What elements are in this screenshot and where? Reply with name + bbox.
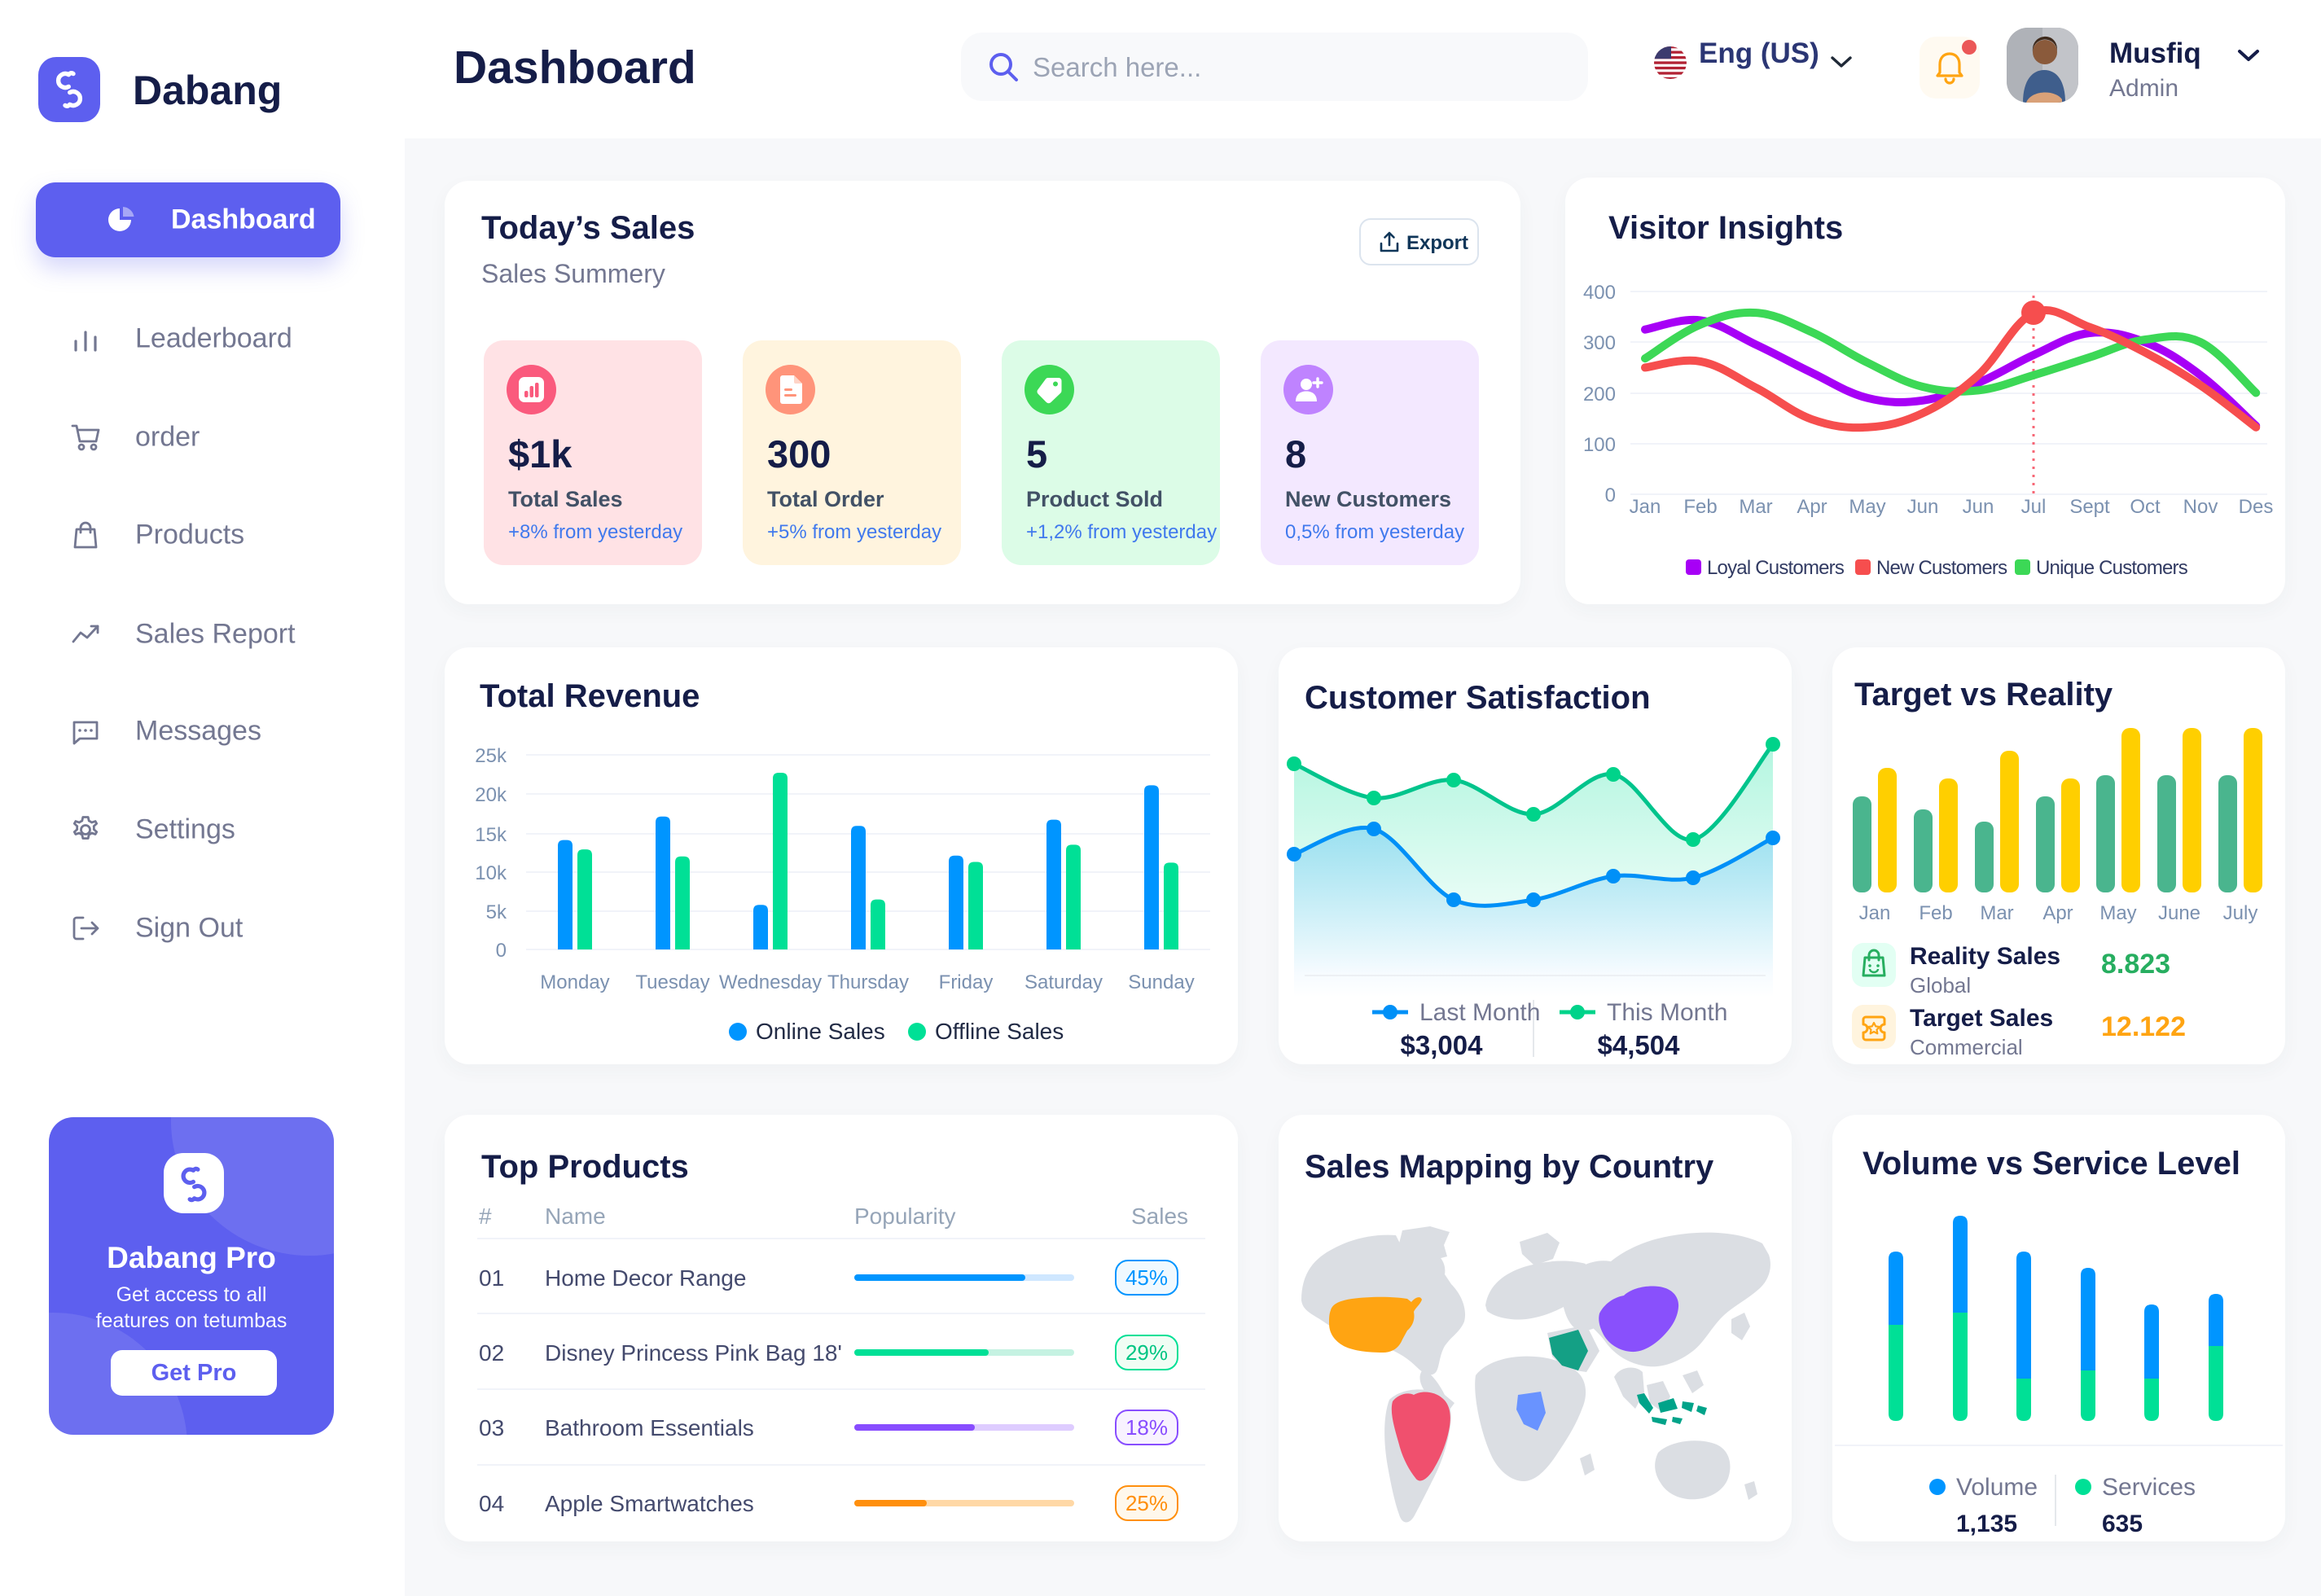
svg-text:#: # (479, 1204, 492, 1229)
svg-text:Loyal Customers: Loyal Customers (1707, 557, 1845, 579)
svg-text:03: 03 (479, 1415, 504, 1440)
svg-text:Offline Sales: Offline Sales (935, 1019, 1064, 1044)
svg-text:May: May (2099, 902, 2136, 924)
svg-text:$4,504: $4,504 (1598, 1030, 1681, 1060)
svg-text:Global: Global (1910, 973, 1971, 998)
svg-text:Apple Smartwatches: Apple Smartwatches (545, 1491, 754, 1516)
svg-text:Commercial: Commercial (1910, 1035, 2023, 1059)
svg-text:04: 04 (479, 1491, 504, 1516)
svg-text:Jun: Jun (1907, 496, 1939, 518)
svg-text:01: 01 (479, 1265, 504, 1291)
svg-text:Name: Name (545, 1204, 606, 1229)
svg-text:1,135: 1,135 (1956, 1510, 2017, 1537)
svg-text:Volume: Volume (1956, 1474, 2038, 1501)
svg-text:18%: 18% (1125, 1415, 1168, 1440)
svg-text:Mar: Mar (1980, 902, 2013, 924)
svg-text:This Month: This Month (1607, 999, 1727, 1026)
svg-text:Jan: Jan (1630, 496, 1661, 518)
svg-text:300: 300 (1583, 332, 1616, 354)
svg-text:Online Sales: Online Sales (756, 1019, 885, 1044)
svg-text:Home Decor Range: Home Decor Range (545, 1265, 746, 1291)
svg-text:0: 0 (496, 940, 507, 962)
svg-text:5k: 5k (486, 901, 507, 923)
svg-text:Jun: Jun (1963, 496, 1994, 518)
svg-text:May: May (1849, 496, 1885, 518)
svg-text:Popularity: Popularity (854, 1204, 956, 1229)
svg-text:25%: 25% (1125, 1491, 1168, 1515)
svg-text:June: June (2158, 902, 2200, 924)
svg-text:15k: 15k (475, 824, 507, 846)
svg-text:Unique Customers: Unique Customers (2036, 557, 2188, 579)
svg-text:29%: 29% (1125, 1340, 1168, 1365)
svg-text:Saturday: Saturday (1024, 971, 1103, 993)
svg-text:20k: 20k (475, 784, 507, 806)
svg-text:Jul: Jul (2021, 496, 2047, 518)
svg-text:Wednesday: Wednesday (719, 971, 822, 993)
svg-text:Sales: Sales (1131, 1204, 1188, 1229)
svg-text:Bathroom Essentials: Bathroom Essentials (545, 1415, 754, 1440)
svg-text:July: July (2223, 902, 2258, 924)
svg-text:Friday: Friday (939, 971, 994, 993)
svg-text:Reality Sales: Reality Sales (1910, 943, 2060, 970)
svg-text:Jan: Jan (1859, 902, 1891, 924)
svg-text:200: 200 (1583, 384, 1616, 406)
svg-text:Disney Princess Pink Bag 18': Disney Princess Pink Bag 18' (545, 1340, 842, 1366)
svg-text:Sunday: Sunday (1128, 971, 1194, 993)
svg-text:Mar: Mar (1739, 496, 1772, 518)
svg-text:10k: 10k (475, 862, 507, 884)
svg-text:100: 100 (1583, 434, 1616, 456)
svg-text:Last Month: Last Month (1419, 999, 1540, 1026)
svg-text:Thursday: Thursday (827, 971, 909, 993)
svg-text:New Customers: New Customers (1876, 557, 2007, 579)
svg-text:25k: 25k (475, 745, 507, 767)
svg-text:8.823: 8.823 (2101, 949, 2170, 980)
svg-text:02: 02 (479, 1340, 504, 1366)
svg-text:12.122: 12.122 (2101, 1011, 2186, 1042)
svg-text:Sept: Sept (2069, 496, 2110, 518)
svg-text:Nov: Nov (2183, 496, 2218, 518)
svg-text:Des: Des (2239, 496, 2274, 518)
svg-text:Apr: Apr (2042, 902, 2073, 924)
svg-text:400: 400 (1583, 282, 1616, 304)
svg-text:Tuesday: Tuesday (635, 971, 709, 993)
svg-text:$3,004: $3,004 (1401, 1030, 1484, 1060)
svg-text:Monday: Monday (540, 971, 609, 993)
svg-text:Apr: Apr (1797, 496, 1827, 518)
svg-text:Target Sales: Target Sales (1910, 1005, 2053, 1032)
svg-text:Feb: Feb (1919, 902, 1952, 924)
svg-text:Oct: Oct (2130, 496, 2161, 518)
svg-text:Feb: Feb (1683, 496, 1717, 518)
svg-text:Services: Services (2102, 1474, 2196, 1501)
svg-text:0: 0 (1605, 484, 1616, 506)
svg-text:635: 635 (2102, 1510, 2143, 1537)
svg-text:45%: 45% (1125, 1265, 1168, 1290)
